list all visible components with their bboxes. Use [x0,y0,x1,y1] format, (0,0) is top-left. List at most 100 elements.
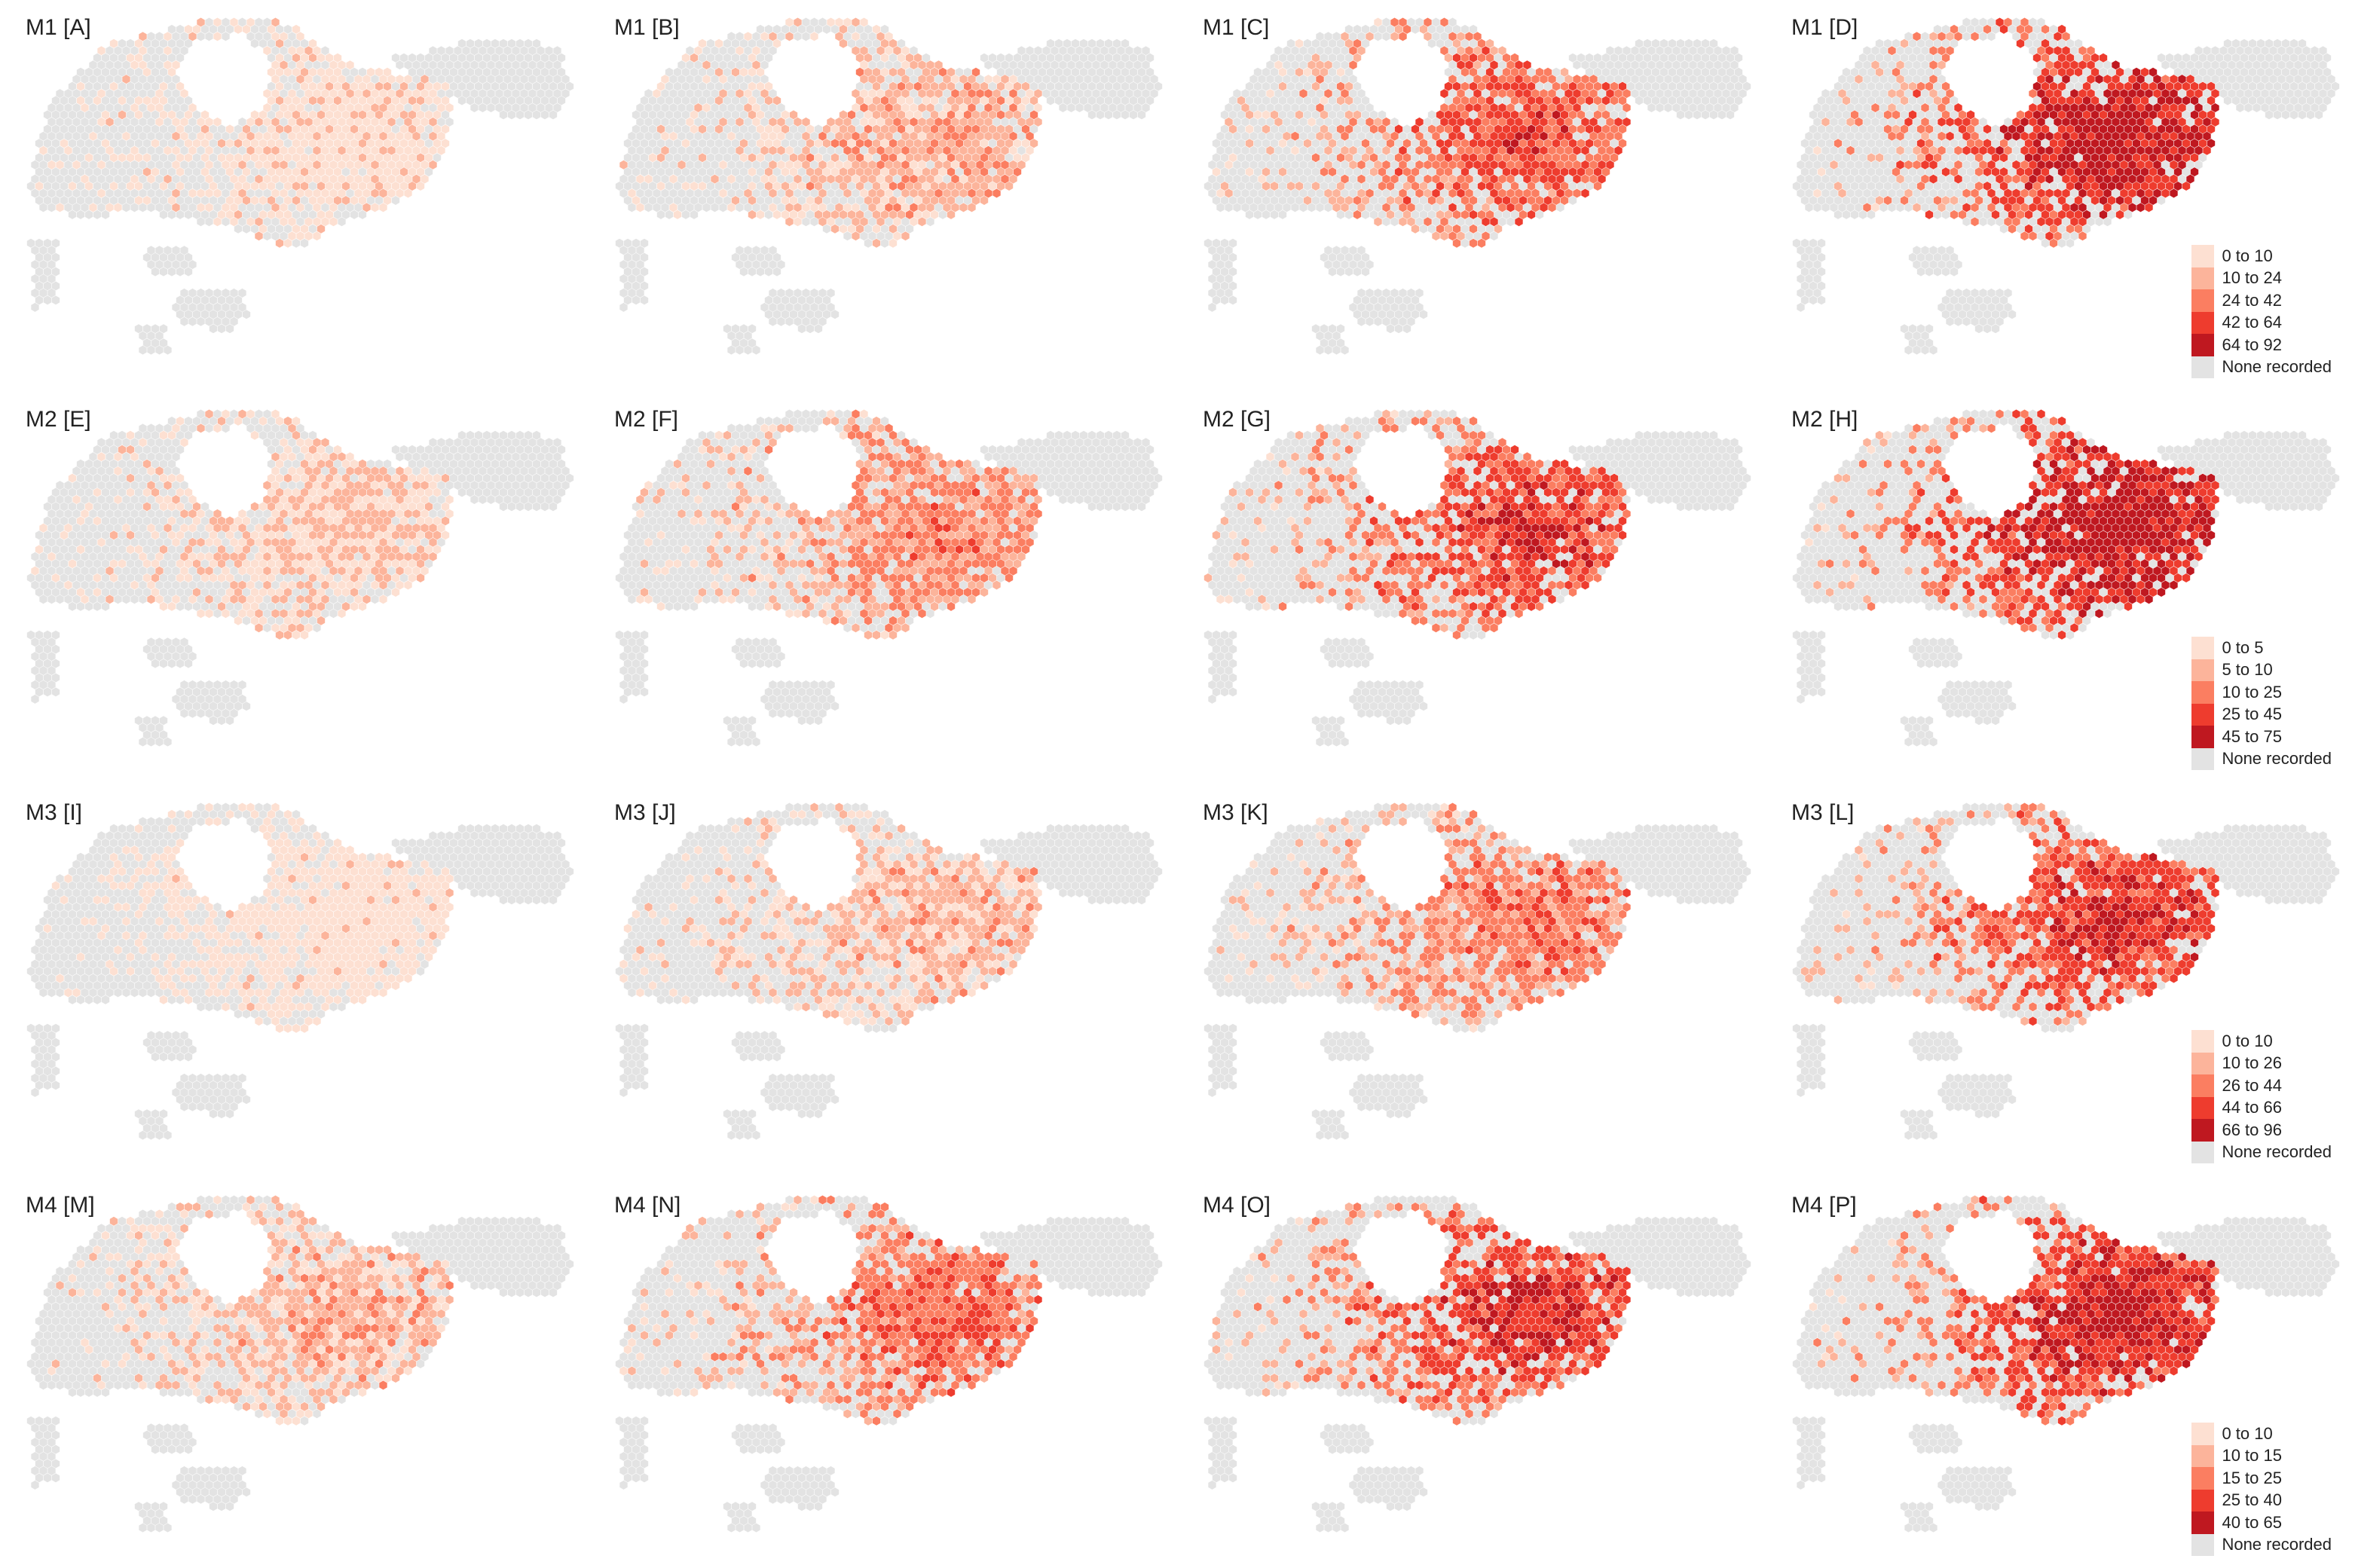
hex-cell [321,217,329,227]
hex-cell [1717,53,1726,63]
hex-cell [736,75,744,84]
hex-cell [109,110,118,120]
hex-cell [984,174,992,184]
hex-cell [785,288,794,298]
hex-cell [1017,89,1026,99]
hex-cell [358,167,367,177]
hex-cell [794,160,802,170]
hex-cell [1142,75,1150,84]
hex-cell [2136,75,2145,84]
hex-cell [760,89,769,99]
hex-cell [1042,60,1051,70]
hex-cell [408,67,417,77]
hex-cell [1568,139,1577,148]
hex-cell [860,203,868,212]
hex-cell [681,124,690,134]
hex-cell [2306,53,2315,63]
hex-cell [338,174,346,184]
hex-cell [2095,75,2103,84]
hex-cell [769,117,777,127]
hex-cell [470,103,479,112]
hex-cell [864,81,873,91]
hex-cell [2265,67,2274,77]
hex-cell [2103,60,2112,70]
hex-cell [1797,174,1805,184]
hex-cell [1402,182,1411,191]
hex-cell [897,96,906,105]
hex-cell [2057,67,2066,77]
hex-cell [1469,124,1478,134]
hex-cell [164,160,172,170]
hex-cell [1390,188,1399,198]
hex-cell [1029,110,1038,120]
hex-cell [619,274,628,283]
hex-cell [2004,117,2012,127]
hex-cell [147,345,155,355]
hex-cell [623,182,632,191]
hex-cell [1614,131,1623,141]
hex-cell [445,60,454,70]
hex-cell [690,153,699,163]
hex-cell [1568,124,1577,134]
hex-cell [2095,131,2103,141]
hex-cell [739,252,748,262]
hex-cell [926,217,934,227]
hex-cell [868,160,876,170]
hex-cell [503,60,512,70]
hex-cell [1054,67,1063,77]
hex-cell [238,145,246,155]
hex-cell [802,17,810,27]
hex-cell [1916,167,1925,177]
hex-cell [242,196,251,205]
hex-cell [192,209,201,219]
hex-cell [288,60,296,70]
hex-cell [1208,288,1216,298]
hex-cell [1485,38,1494,48]
hex-cell [2302,103,2311,112]
hex-cell [2054,46,2062,56]
hex-cell [872,224,881,234]
hex-cell [2194,131,2203,141]
hex-cell [1349,89,1357,99]
hex-cell [2140,153,2149,163]
hex-cell [744,203,752,212]
hex-cell [466,38,475,48]
hex-cell [1469,182,1478,191]
hex-cell [238,288,246,298]
hex-cell [905,167,914,177]
hex-cell [880,182,889,191]
hex-cell [313,203,321,212]
hex-cell [636,103,644,112]
hex-cell [947,110,956,120]
hex-cell [1999,139,2008,148]
hex-cell [619,174,628,184]
hex-cell [1460,24,1470,34]
hex-cell [1498,46,1506,56]
hex-cell [89,60,97,70]
hex-cell [1606,160,1614,170]
hex-cell [1208,302,1216,312]
hex-cell [1079,96,1088,105]
hex-cell [424,153,433,163]
hex-cell [872,53,881,63]
hex-cell [139,103,147,112]
hex-cell [338,103,346,112]
hex-cell [416,124,425,134]
hex-cell [748,124,757,134]
hex-cell [2190,153,2199,163]
hex-cell [2182,53,2191,63]
hex-cell [503,103,512,112]
hex-cell [963,196,972,205]
hex-cell [234,209,243,219]
hex-cell [1490,160,1498,170]
hex-cell [1809,124,1818,134]
hex-cell [1593,96,1602,105]
hex-cell [888,110,898,120]
hex-cell [1316,46,1324,56]
hex-cell [1946,46,1954,56]
hex-cell [777,160,785,170]
hex-cell [482,67,491,77]
hex-cell [93,67,102,77]
hex-cell [1328,167,1337,177]
hex-cell [1643,81,1652,91]
